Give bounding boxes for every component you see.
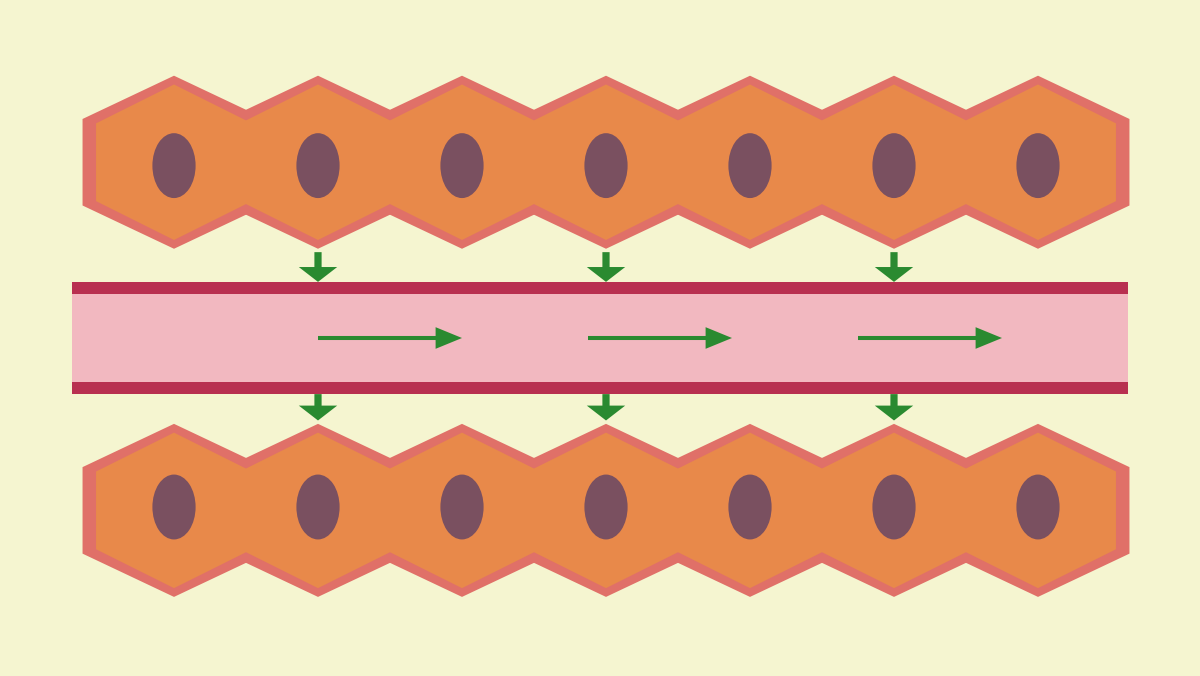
Polygon shape <box>515 424 697 597</box>
Ellipse shape <box>728 475 772 539</box>
Ellipse shape <box>440 475 484 539</box>
Polygon shape <box>528 433 684 588</box>
FancyArrow shape <box>858 327 1002 349</box>
FancyArrow shape <box>587 252 625 282</box>
Polygon shape <box>384 433 540 588</box>
Polygon shape <box>240 84 396 240</box>
Ellipse shape <box>872 475 916 539</box>
Polygon shape <box>371 76 553 249</box>
Polygon shape <box>816 433 972 588</box>
Ellipse shape <box>296 133 340 198</box>
Polygon shape <box>947 424 1129 597</box>
Polygon shape <box>659 424 841 597</box>
Polygon shape <box>659 76 841 249</box>
Polygon shape <box>515 76 697 249</box>
Ellipse shape <box>152 475 196 539</box>
FancyArrow shape <box>299 394 337 420</box>
Polygon shape <box>528 84 684 240</box>
Ellipse shape <box>872 133 916 198</box>
Polygon shape <box>96 433 252 588</box>
Polygon shape <box>960 84 1116 240</box>
FancyArrow shape <box>875 252 913 282</box>
Bar <box>72 282 1128 294</box>
Polygon shape <box>384 84 540 240</box>
Ellipse shape <box>440 133 484 198</box>
Polygon shape <box>816 84 972 240</box>
Bar <box>72 382 1128 394</box>
FancyArrow shape <box>587 394 625 420</box>
Polygon shape <box>672 84 828 240</box>
Ellipse shape <box>584 475 628 539</box>
Polygon shape <box>240 433 396 588</box>
FancyArrow shape <box>318 327 462 349</box>
Polygon shape <box>83 424 265 597</box>
Polygon shape <box>83 76 265 249</box>
Ellipse shape <box>152 133 196 198</box>
Polygon shape <box>227 76 409 249</box>
FancyArrow shape <box>588 327 732 349</box>
Polygon shape <box>371 424 553 597</box>
Bar <box>72 294 1128 382</box>
Polygon shape <box>803 76 985 249</box>
Ellipse shape <box>1016 133 1060 198</box>
Polygon shape <box>672 433 828 588</box>
Polygon shape <box>947 76 1129 249</box>
Ellipse shape <box>728 133 772 198</box>
FancyArrow shape <box>299 252 337 282</box>
Polygon shape <box>960 433 1116 588</box>
Polygon shape <box>96 84 252 240</box>
Ellipse shape <box>296 475 340 539</box>
Ellipse shape <box>584 133 628 198</box>
Polygon shape <box>803 424 985 597</box>
Ellipse shape <box>1016 475 1060 539</box>
Polygon shape <box>227 424 409 597</box>
FancyArrow shape <box>875 394 913 420</box>
